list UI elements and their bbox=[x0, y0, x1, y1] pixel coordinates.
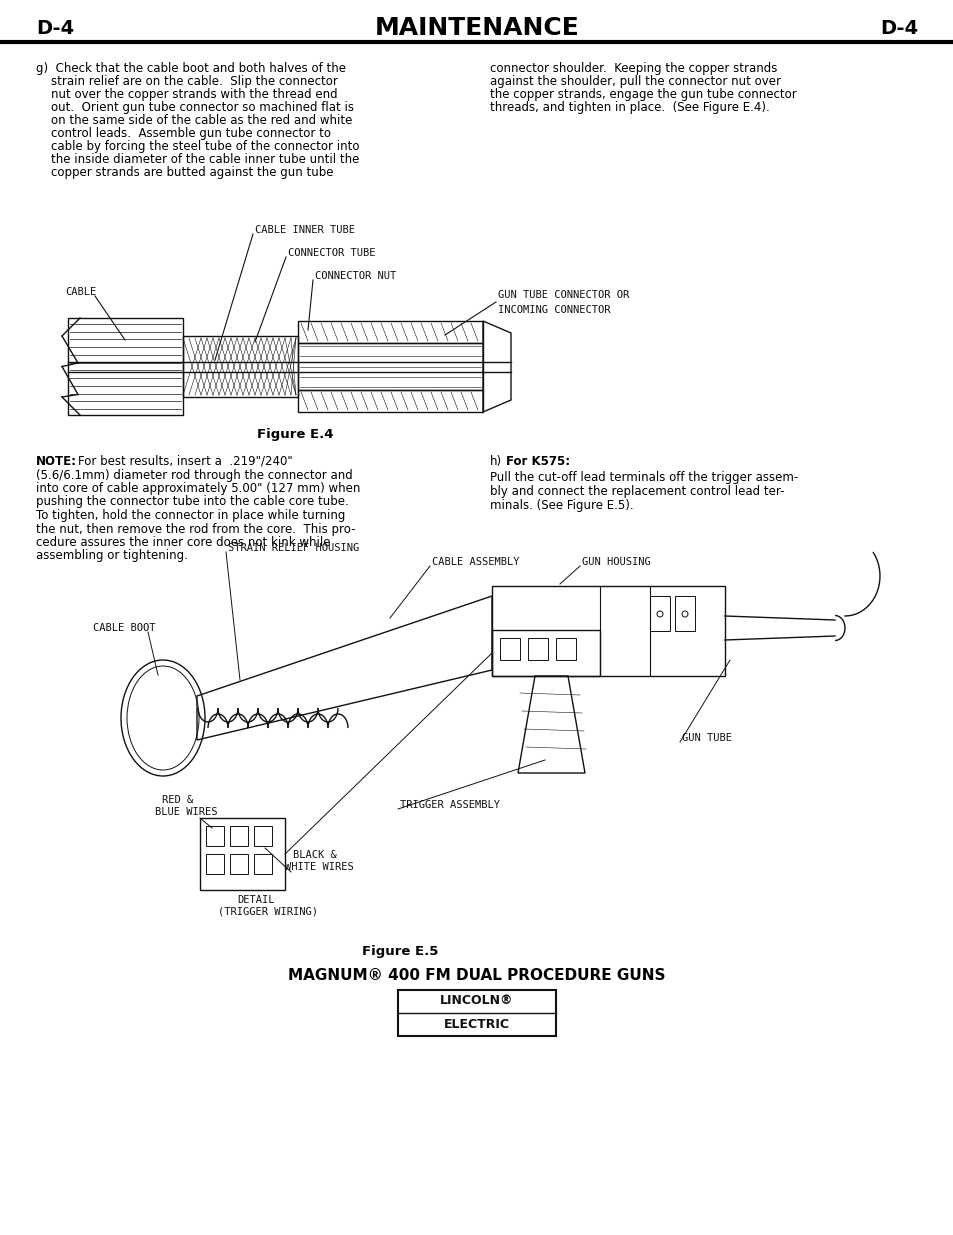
Text: the copper strands, engage the gun tube connector: the copper strands, engage the gun tube … bbox=[490, 88, 796, 101]
Text: connector shoulder.  Keeping the copper strands: connector shoulder. Keeping the copper s… bbox=[490, 62, 777, 75]
Text: bly and connect the replacement control lead ter-: bly and connect the replacement control … bbox=[490, 485, 783, 498]
Text: nut over the copper strands with the thread end: nut over the copper strands with the thr… bbox=[36, 88, 337, 101]
Text: pushing the connector tube into the cable core tube.: pushing the connector tube into the cabl… bbox=[36, 495, 349, 509]
Text: LINCOLN®: LINCOLN® bbox=[439, 994, 514, 1008]
Bar bbox=[675, 597, 695, 631]
Text: ELECTRIC: ELECTRIC bbox=[443, 1018, 510, 1030]
Text: INCOMING CONNECTOR: INCOMING CONNECTOR bbox=[497, 305, 610, 315]
Text: Pull the cut-off lead terminals off the trigger assem-: Pull the cut-off lead terminals off the … bbox=[490, 472, 798, 484]
Text: Figure E.5: Figure E.5 bbox=[361, 945, 437, 958]
Text: against the shoulder, pull the connector nut over: against the shoulder, pull the connector… bbox=[490, 75, 781, 88]
Bar bbox=[230, 853, 248, 874]
Text: cedure assures the inner core does not kink while: cedure assures the inner core does not k… bbox=[36, 536, 330, 550]
Bar bbox=[253, 826, 272, 846]
Text: (TRIGGER WIRING): (TRIGGER WIRING) bbox=[218, 906, 317, 918]
Text: minals. (See Figure E.5).: minals. (See Figure E.5). bbox=[490, 499, 633, 511]
Text: the nut, then remove the rod from the core.  This pro-: the nut, then remove the rod from the co… bbox=[36, 522, 355, 536]
Text: D-4: D-4 bbox=[36, 19, 74, 37]
Text: DETAIL: DETAIL bbox=[236, 895, 274, 905]
Text: threads, and tighten in place.  (See Figure E.4).: threads, and tighten in place. (See Figu… bbox=[490, 101, 769, 114]
Text: GUN TUBE CONNECTOR OR: GUN TUBE CONNECTOR OR bbox=[497, 290, 629, 300]
Bar bbox=[206, 826, 224, 846]
Text: into core of cable approximately 5.00" (127 mm) when: into core of cable approximately 5.00" (… bbox=[36, 482, 360, 495]
Text: For K575:: For K575: bbox=[505, 454, 570, 468]
Text: For best results, insert a  .219"/240": For best results, insert a .219"/240" bbox=[78, 454, 293, 468]
Text: MAGNUM® 400 FM DUAL PROCEDURE GUNS: MAGNUM® 400 FM DUAL PROCEDURE GUNS bbox=[288, 968, 665, 983]
Text: RED &: RED & bbox=[162, 795, 193, 805]
Text: CONNECTOR NUT: CONNECTOR NUT bbox=[314, 270, 395, 282]
Bar bbox=[230, 826, 248, 846]
Bar bbox=[556, 638, 576, 659]
Text: TRIGGER ASSEMBLY: TRIGGER ASSEMBLY bbox=[399, 800, 499, 810]
Bar bbox=[206, 853, 224, 874]
Text: g)  Check that the cable boot and both halves of the: g) Check that the cable boot and both ha… bbox=[36, 62, 346, 75]
Text: CABLE INNER TUBE: CABLE INNER TUBE bbox=[254, 225, 355, 235]
Bar bbox=[397, 990, 556, 1036]
Text: h): h) bbox=[490, 454, 501, 468]
Bar bbox=[492, 585, 724, 676]
Text: Figure E.4: Figure E.4 bbox=[256, 429, 333, 441]
Text: CONNECTOR TUBE: CONNECTOR TUBE bbox=[288, 248, 375, 258]
Text: STRAIN RELIEF HOUSING: STRAIN RELIEF HOUSING bbox=[228, 543, 359, 553]
Text: GUN HOUSING: GUN HOUSING bbox=[581, 557, 650, 567]
Text: (5.6/6.1mm) diameter rod through the connector and: (5.6/6.1mm) diameter rod through the con… bbox=[36, 468, 353, 482]
Bar bbox=[253, 853, 272, 874]
Text: BLACK &: BLACK & bbox=[293, 850, 336, 860]
Text: strain relief are on the cable.  Slip the connector: strain relief are on the cable. Slip the… bbox=[36, 75, 337, 88]
Text: out.  Orient gun tube connector so machined flat is: out. Orient gun tube connector so machin… bbox=[36, 101, 354, 114]
Text: NOTE:: NOTE: bbox=[36, 454, 77, 468]
Text: WHITE WIRES: WHITE WIRES bbox=[285, 862, 354, 872]
Bar bbox=[499, 638, 519, 659]
Text: assembling or tightening.: assembling or tightening. bbox=[36, 550, 188, 562]
Text: D-4: D-4 bbox=[879, 19, 917, 37]
Text: cable by forcing the steel tube of the connector into: cable by forcing the steel tube of the c… bbox=[36, 140, 359, 153]
Text: CABLE: CABLE bbox=[65, 287, 96, 296]
Bar bbox=[492, 630, 599, 676]
Text: on the same side of the cable as the red and white: on the same side of the cable as the red… bbox=[36, 114, 352, 127]
Text: MAINTENANCE: MAINTENANCE bbox=[375, 16, 578, 40]
Bar bbox=[527, 638, 547, 659]
Text: control leads.  Assemble gun tube connector to: control leads. Assemble gun tube connect… bbox=[36, 127, 331, 140]
Text: CABLE ASSEMBLY: CABLE ASSEMBLY bbox=[432, 557, 519, 567]
Text: BLUE WIRES: BLUE WIRES bbox=[154, 806, 217, 818]
Bar bbox=[200, 818, 285, 890]
Text: copper strands are butted against the gun tube: copper strands are butted against the gu… bbox=[36, 165, 334, 179]
Text: the inside diameter of the cable inner tube until the: the inside diameter of the cable inner t… bbox=[36, 153, 359, 165]
Text: GUN TUBE: GUN TUBE bbox=[681, 734, 731, 743]
Bar bbox=[649, 597, 669, 631]
Text: To tighten, hold the connector in place while turning: To tighten, hold the connector in place … bbox=[36, 509, 345, 522]
Text: CABLE BOOT: CABLE BOOT bbox=[92, 622, 155, 634]
